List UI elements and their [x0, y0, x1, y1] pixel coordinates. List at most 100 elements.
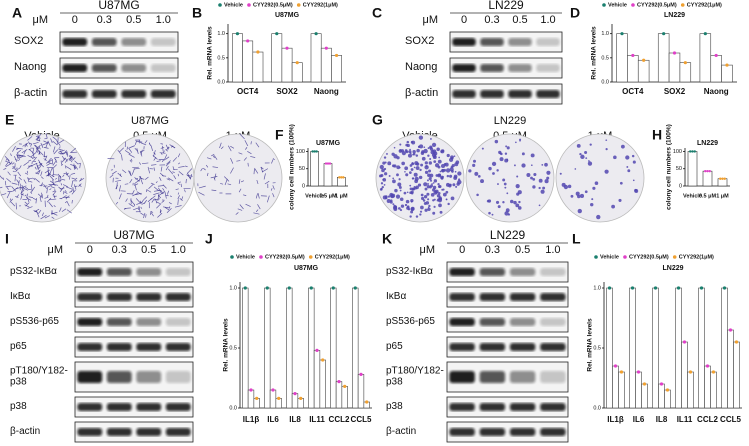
colony-mark	[131, 168, 135, 175]
colony-mark	[162, 206, 170, 209]
colony-mark	[52, 160, 57, 166]
colony-mark	[61, 163, 64, 166]
colony-mark	[379, 164, 384, 170]
colony-mark	[13, 167, 18, 171]
colony-mark	[49, 198, 57, 201]
x-tick-label: IL1β	[243, 415, 260, 424]
blot-band	[508, 90, 532, 98]
colony-mark	[399, 143, 402, 146]
colony-mark	[515, 203, 520, 208]
colony-mark	[165, 156, 170, 160]
legend-label: CYY292(1μM)	[303, 2, 338, 8]
bar	[675, 287, 682, 409]
x-tick-label: Vehicle	[305, 193, 324, 199]
colony-mark	[4, 180, 7, 186]
blot-band	[136, 268, 162, 276]
blot-band	[165, 371, 191, 383]
colony-mark	[157, 193, 160, 201]
colony-mark	[381, 185, 384, 189]
colony-mark	[187, 174, 193, 177]
colony-mark	[19, 165, 22, 170]
data-point	[723, 177, 726, 180]
colony-mark	[431, 183, 433, 185]
colony-mark	[455, 185, 458, 188]
protein-label: β-actin	[386, 425, 417, 437]
legend-label: CYY292(0.5μM)	[253, 2, 293, 8]
data-point	[619, 370, 624, 374]
colony-mark	[153, 192, 160, 195]
colony-mark	[53, 149, 59, 155]
colony-mark	[506, 192, 509, 195]
colony-mark	[592, 186, 596, 190]
colony-mark	[56, 139, 61, 146]
colony-mark	[37, 149, 41, 155]
colony-mark	[138, 176, 143, 180]
data-point	[365, 400, 369, 404]
cell-line-label: LN229	[488, 0, 524, 12]
colony-mark	[6, 158, 8, 161]
colony-mark	[28, 177, 34, 180]
colony-mark	[37, 193, 43, 198]
colony-mark	[240, 180, 245, 183]
blot-band	[62, 90, 88, 98]
colony-mark	[381, 168, 385, 173]
data-point	[607, 286, 612, 290]
legend-marker	[602, 3, 606, 7]
panel-letter: H	[652, 127, 662, 143]
colony-mark	[261, 168, 269, 173]
colony-mark	[388, 175, 391, 177]
y-tick-label: 1.0	[593, 285, 601, 291]
colony-mark	[424, 208, 428, 212]
colony-mark	[393, 204, 396, 208]
blot-band	[449, 293, 475, 301]
blot-band	[509, 268, 536, 276]
colony-mark	[155, 181, 158, 184]
y-axis-label: Rel. mRNA levels	[591, 26, 598, 80]
colony-mark	[426, 184, 431, 189]
colony-mark	[236, 160, 241, 162]
x-tick-label: OCT4	[622, 87, 644, 96]
colony-mark	[398, 185, 402, 189]
colony-mark	[186, 174, 191, 179]
colony-mark	[424, 170, 429, 175]
dose-label: 1.0	[540, 14, 555, 26]
colony-mark	[453, 174, 458, 179]
colony-mark	[40, 182, 44, 187]
colony-mark	[224, 178, 228, 186]
colony-mark	[398, 149, 403, 153]
bar	[618, 371, 625, 409]
blot-band	[106, 318, 132, 326]
colony-mark	[12, 187, 19, 192]
colony-mark	[129, 178, 133, 184]
colony-mark	[418, 175, 423, 180]
colony-mark	[487, 199, 492, 203]
colony-mark	[46, 163, 51, 166]
colony-mark	[579, 193, 585, 199]
colony-mark	[37, 134, 41, 142]
colony-mark	[6, 178, 12, 183]
colony-mark	[35, 172, 39, 175]
colony-mark	[433, 198, 436, 201]
colony-mark	[224, 176, 230, 182]
colony-mark	[627, 169, 631, 173]
colony-mark	[439, 210, 443, 214]
colony-mark	[434, 189, 439, 194]
colony-mark	[165, 147, 170, 151]
bar	[721, 287, 728, 409]
unit-label: μM	[419, 244, 435, 256]
colony-mark	[411, 140, 416, 145]
colony-mark	[532, 178, 536, 181]
colony-mark	[66, 209, 72, 214]
colony-mark	[517, 190, 522, 195]
colony-mark	[502, 201, 505, 204]
colony-mark	[380, 187, 383, 190]
colony-mark	[438, 184, 442, 189]
legend-marker	[296, 3, 301, 7]
colony-mark	[55, 158, 58, 163]
colony-mark	[517, 206, 522, 210]
blot-band	[452, 38, 476, 46]
colony-mark	[238, 179, 241, 184]
colony-mark	[22, 142, 29, 147]
colony-mark	[168, 202, 172, 205]
protein-label: β-actin	[10, 425, 41, 437]
